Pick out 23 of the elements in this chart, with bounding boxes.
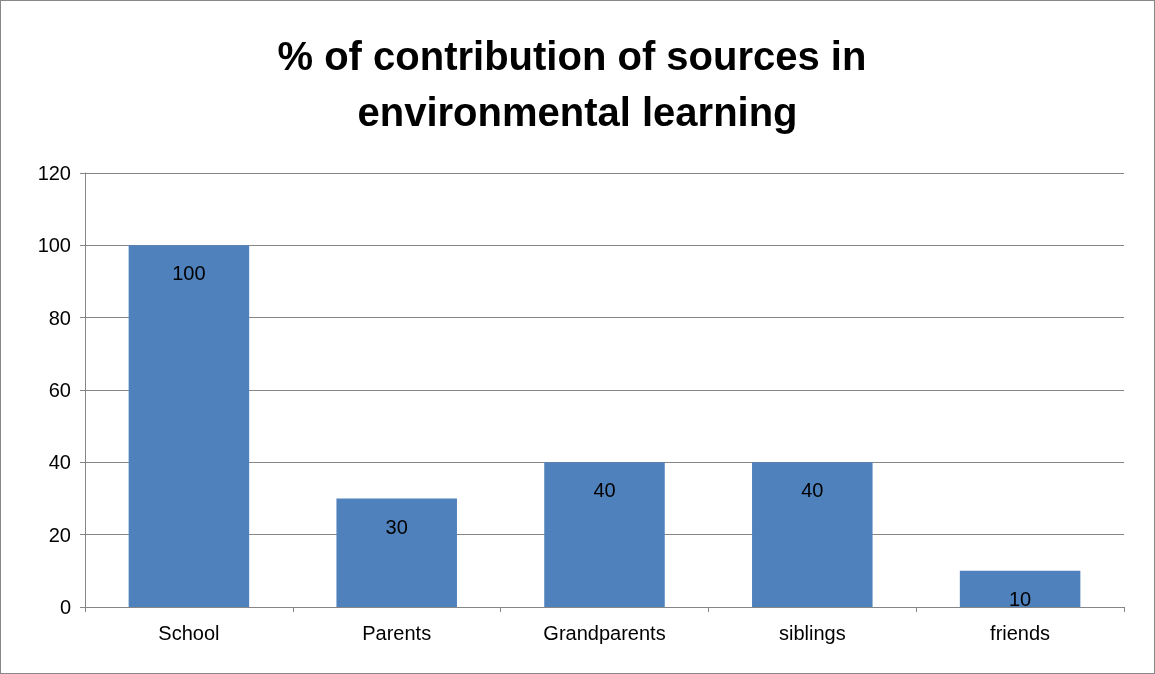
x-tick-label: friends — [990, 622, 1051, 644]
data-label: 10 — [1008, 587, 1032, 610]
y-tick-label: 0 — [59, 596, 71, 618]
data-label: 40 — [593, 479, 616, 502]
y-tick-label: 80 — [48, 306, 71, 329]
x-tick-label: siblings — [778, 622, 846, 644]
y-tick-label: 20 — [48, 523, 71, 546]
x-tick-label: Parents — [362, 622, 432, 644]
y-tick-label: 100 — [37, 234, 71, 257]
x-tick-label: Grandparents — [543, 622, 666, 644]
data-label: 100 — [172, 262, 206, 285]
y-tick-label: 60 — [48, 379, 71, 401]
y-tick-label: 40 — [48, 451, 71, 474]
x-tick-label: School — [158, 622, 220, 644]
data-label: 40 — [801, 479, 824, 502]
chart-title: % of contribution of sources in environmental learning — [277, 34, 878, 134]
data-label: 30 — [385, 515, 408, 538]
bar — [752, 462, 873, 607]
bar — [336, 498, 457, 607]
bar — [959, 570, 1081, 607]
bar — [128, 245, 250, 607]
y-tick-label: 120 — [37, 162, 71, 184]
bar — [544, 462, 665, 607]
